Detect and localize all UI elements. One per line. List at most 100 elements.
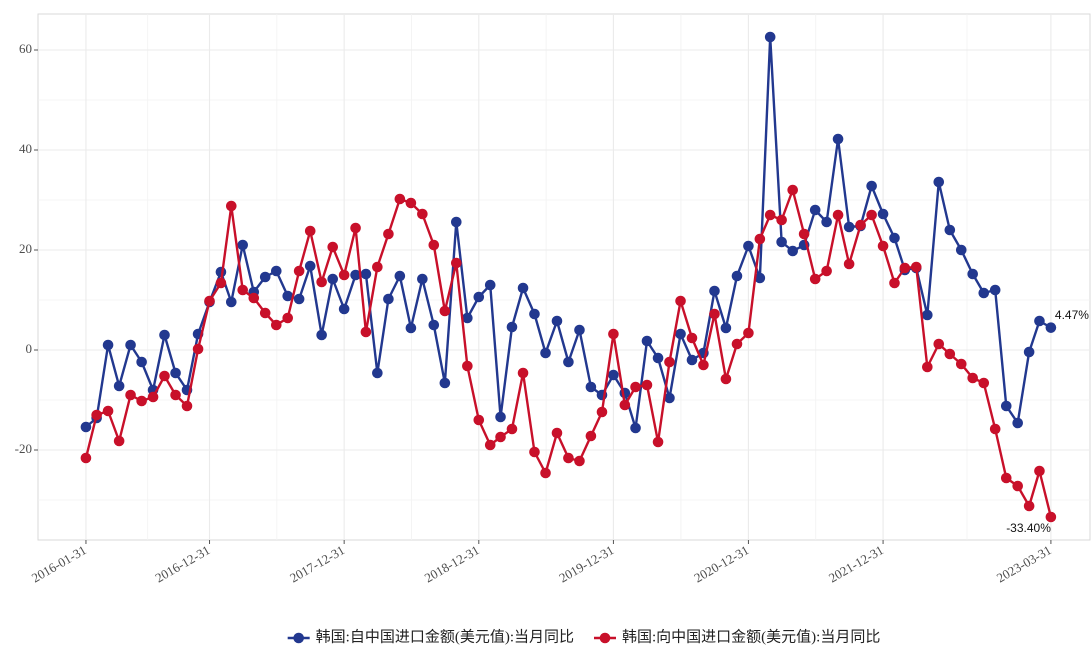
x-tick-label: 2016-12-31 [152, 542, 212, 585]
data-point [866, 209, 877, 221]
data-point [855, 219, 866, 231]
data-point [428, 319, 440, 331]
data-point [608, 369, 619, 381]
data-point [338, 303, 350, 315]
data-point [809, 204, 821, 216]
data-point [113, 380, 125, 392]
data-point [540, 347, 551, 359]
data-point [574, 324, 585, 336]
data-point [630, 381, 641, 393]
data-point [125, 389, 136, 401]
legend-marker [293, 632, 304, 644]
data-point [495, 411, 506, 423]
data-point [529, 308, 540, 320]
data-point [192, 343, 204, 355]
data-point [1012, 417, 1024, 429]
data-point [259, 271, 271, 283]
data-point [147, 391, 159, 403]
data-point [910, 261, 922, 273]
data-point [80, 421, 92, 433]
data-point [1000, 400, 1012, 412]
data-point [596, 406, 608, 418]
data-point [776, 236, 787, 248]
data-point [495, 431, 506, 443]
data-point [350, 222, 361, 234]
data-point [821, 265, 832, 277]
data-point [473, 414, 485, 426]
data-point [1012, 480, 1024, 492]
data-point [933, 338, 945, 350]
data-point [170, 367, 181, 379]
data-point [102, 339, 114, 351]
data-point [383, 293, 394, 305]
data-point [450, 257, 462, 269]
y-tick-label: 60 [19, 41, 32, 56]
data-point [159, 329, 170, 341]
data-point [394, 193, 406, 205]
data-point [360, 326, 372, 338]
data-point [641, 379, 653, 391]
data-point [91, 409, 102, 421]
data-point [517, 367, 529, 379]
data-point [181, 400, 193, 412]
data-point [204, 295, 215, 307]
data-point [619, 399, 631, 411]
data-point [787, 184, 798, 196]
data-point [540, 467, 551, 479]
data-point [978, 287, 990, 299]
data-point [316, 329, 327, 341]
data-point [394, 270, 406, 282]
data-point [899, 262, 911, 274]
data-point [764, 31, 776, 43]
data-point [563, 452, 574, 464]
legend: 韩国:自中国进口金额(美元值):当月同比 韩国:向中国进口金额(美元值):当月同比 [287, 628, 880, 645]
data-point [259, 307, 271, 319]
legend-label: 韩国:自中国进口金额(美元值):当月同比 [316, 628, 574, 645]
data-point [1045, 322, 1057, 333]
data-point [563, 356, 574, 368]
data-point [350, 269, 361, 281]
x-tick-label: 2019-12-31 [556, 542, 616, 585]
data-point [889, 232, 900, 244]
x-tick-label: 2017-12-31 [287, 542, 347, 585]
data-point [698, 359, 709, 371]
data-point [720, 373, 732, 385]
data-point [764, 209, 776, 221]
data-point [709, 285, 720, 297]
data-point [293, 293, 305, 305]
data-point [989, 284, 1001, 296]
x-tick-label: 2018-12-31 [422, 542, 482, 585]
y-tick-label: 20 [19, 241, 32, 256]
data-point [372, 367, 383, 379]
data-point [551, 315, 563, 327]
x-tick-label: 2020-12-31 [691, 542, 751, 585]
data-point [473, 291, 485, 303]
data-point [630, 422, 641, 434]
data-point [922, 361, 933, 373]
data-point [417, 208, 428, 220]
data-label: 4.47% [1055, 308, 1089, 322]
data-point [1045, 511, 1057, 523]
data-point [955, 358, 967, 370]
data-point [506, 321, 518, 333]
y-tick-label: 40 [19, 141, 32, 156]
data-point [462, 312, 473, 324]
data-point [574, 455, 585, 467]
data-point [113, 435, 125, 447]
data-point [843, 258, 855, 270]
data-point [405, 197, 417, 209]
data-point [102, 405, 114, 417]
data-point [136, 356, 147, 368]
data-point [237, 239, 249, 251]
data-point [731, 338, 743, 350]
data-point [664, 392, 675, 404]
data-point [462, 360, 473, 372]
data-point [978, 377, 990, 389]
data-point [417, 273, 428, 285]
data-point [877, 240, 889, 252]
data-point [1000, 472, 1012, 484]
data-point [304, 225, 316, 237]
y-tick-label: 0 [26, 341, 33, 356]
data-point [832, 133, 844, 145]
data-point [798, 228, 810, 240]
